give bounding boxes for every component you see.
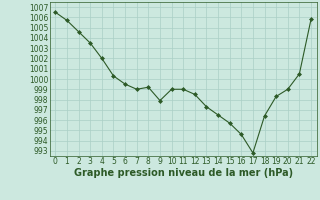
X-axis label: Graphe pression niveau de la mer (hPa): Graphe pression niveau de la mer (hPa) <box>74 168 293 178</box>
